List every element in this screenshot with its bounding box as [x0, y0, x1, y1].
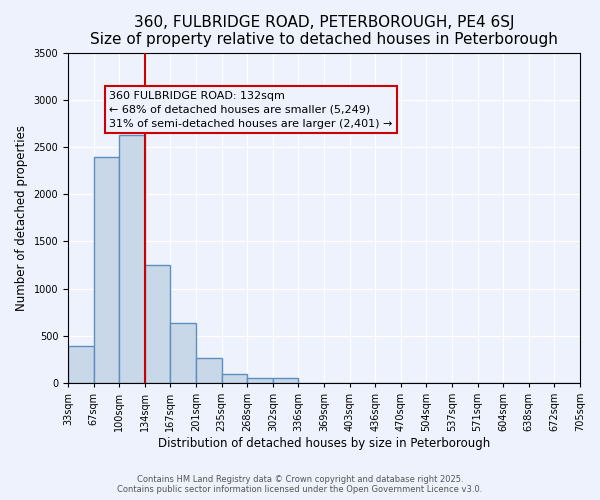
Title: 360, FULBRIDGE ROAD, PETERBOROUGH, PE4 6SJ
Size of property relative to detached: 360, FULBRIDGE ROAD, PETERBOROUGH, PE4 6… [90, 15, 558, 48]
Bar [94, 156, 119, 383]
Bar [170, 322, 196, 383]
Bar [196, 358, 221, 383]
Bar [273, 378, 298, 383]
Bar [221, 374, 247, 383]
Bar [247, 378, 273, 383]
Bar [119, 135, 145, 383]
Text: Contains HM Land Registry data © Crown copyright and database right 2025.
Contai: Contains HM Land Registry data © Crown c… [118, 475, 482, 494]
Bar [68, 346, 94, 383]
X-axis label: Distribution of detached houses by size in Peterborough: Distribution of detached houses by size … [158, 437, 490, 450]
Bar [145, 265, 170, 383]
Text: 360 FULBRIDGE ROAD: 132sqm
← 68% of detached houses are smaller (5,249)
31% of s: 360 FULBRIDGE ROAD: 132sqm ← 68% of deta… [109, 90, 392, 128]
Y-axis label: Number of detached properties: Number of detached properties [15, 125, 28, 311]
